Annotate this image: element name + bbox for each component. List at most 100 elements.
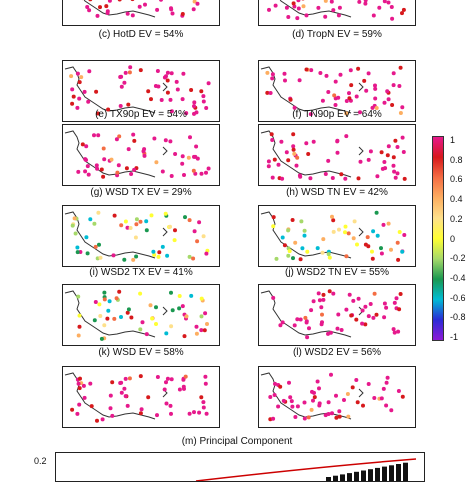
station-point bbox=[192, 104, 196, 108]
station-point bbox=[313, 395, 317, 399]
station-point bbox=[309, 68, 313, 72]
station-point bbox=[164, 138, 168, 142]
pc-bar bbox=[354, 472, 359, 481]
station-point bbox=[73, 216, 77, 220]
station-point bbox=[285, 150, 289, 154]
station-point bbox=[129, 226, 133, 230]
river bbox=[163, 228, 167, 236]
station-point bbox=[102, 157, 106, 161]
station-point bbox=[335, 139, 339, 143]
station-point bbox=[88, 382, 92, 386]
colorbar-tick-label: 0.8 bbox=[450, 155, 463, 165]
station-point bbox=[169, 412, 173, 416]
map-panel bbox=[258, 205, 416, 267]
station-point bbox=[397, 307, 401, 311]
station-point bbox=[134, 236, 138, 240]
station-point bbox=[194, 145, 198, 149]
station-point bbox=[292, 152, 296, 156]
panel-label-e: (e) TX90p EV = 54% bbox=[56, 109, 226, 120]
station-point bbox=[271, 72, 275, 76]
station-point bbox=[102, 291, 106, 295]
station-point bbox=[138, 327, 142, 331]
station-point bbox=[155, 413, 159, 417]
station-point bbox=[182, 387, 186, 391]
station-point bbox=[164, 212, 168, 216]
station-point bbox=[199, 395, 203, 399]
station-point bbox=[369, 302, 373, 306]
station-point bbox=[164, 380, 168, 384]
station-point bbox=[382, 315, 386, 319]
station-point bbox=[305, 68, 309, 72]
station-point bbox=[398, 230, 402, 234]
river bbox=[163, 147, 167, 155]
station-point bbox=[169, 98, 173, 102]
station-point bbox=[392, 83, 396, 87]
station-point bbox=[78, 377, 82, 381]
station-point bbox=[367, 314, 371, 318]
station-point bbox=[173, 238, 177, 242]
station-point bbox=[86, 100, 90, 104]
station-point bbox=[75, 246, 79, 250]
station-point bbox=[71, 224, 75, 228]
station-point bbox=[334, 80, 338, 84]
station-point bbox=[195, 239, 199, 243]
station-point bbox=[383, 302, 387, 306]
station-point bbox=[87, 8, 91, 12]
station-point bbox=[355, 95, 359, 99]
station-point bbox=[131, 258, 135, 262]
station-point bbox=[77, 334, 81, 338]
station-point bbox=[328, 256, 332, 260]
colorbar-tick-label: 1 bbox=[450, 135, 455, 145]
station-point bbox=[129, 316, 133, 320]
panel-label-j: (j) WSD2 TN EV = 55% bbox=[252, 267, 422, 278]
map-svg bbox=[259, 367, 415, 427]
station-point bbox=[356, 67, 360, 71]
station-point bbox=[316, 6, 320, 10]
station-point bbox=[104, 4, 108, 8]
station-point bbox=[96, 211, 100, 215]
station-point bbox=[122, 258, 126, 262]
station-point bbox=[312, 299, 316, 303]
station-point bbox=[202, 406, 206, 410]
station-point bbox=[286, 15, 290, 19]
panel-label-l: (l) WSD2 EV = 56% bbox=[252, 347, 422, 358]
station-point bbox=[86, 251, 90, 255]
station-point bbox=[139, 374, 143, 378]
station-point bbox=[119, 104, 123, 108]
station-point bbox=[83, 396, 87, 400]
station-point bbox=[321, 298, 325, 302]
station-point bbox=[101, 175, 105, 179]
principal-component-title: (m) Principal Component bbox=[0, 436, 474, 447]
station-point bbox=[165, 402, 169, 406]
station-point bbox=[166, 91, 170, 95]
station-point bbox=[124, 377, 128, 381]
station-point bbox=[293, 323, 297, 327]
station-point bbox=[122, 387, 126, 391]
map-svg bbox=[259, 206, 415, 266]
station-point bbox=[385, 89, 389, 93]
station-point bbox=[169, 291, 173, 295]
station-point bbox=[290, 399, 294, 403]
station-point bbox=[119, 223, 123, 227]
station-point bbox=[93, 318, 97, 322]
station-point bbox=[310, 390, 314, 394]
station-point bbox=[347, 91, 351, 95]
station-point bbox=[202, 234, 206, 238]
station-point bbox=[83, 90, 87, 94]
station-point bbox=[285, 6, 289, 10]
station-point bbox=[364, 89, 368, 93]
station-point bbox=[390, 17, 394, 21]
station-point bbox=[291, 218, 295, 222]
station-point bbox=[94, 90, 98, 94]
station-point bbox=[192, 155, 196, 159]
station-point bbox=[305, 250, 309, 254]
station-point bbox=[156, 375, 160, 379]
station-point bbox=[197, 411, 201, 415]
station-point bbox=[207, 167, 211, 171]
station-point bbox=[101, 417, 105, 421]
panel-label-d: (d) TropN EV = 59% bbox=[252, 29, 422, 40]
pc-y-tick: 0.2 bbox=[34, 456, 47, 466]
station-point bbox=[204, 171, 208, 175]
station-point bbox=[286, 158, 290, 162]
station-point bbox=[396, 145, 400, 149]
